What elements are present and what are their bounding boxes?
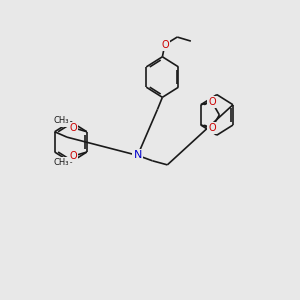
Text: O: O xyxy=(69,123,77,133)
Text: O: O xyxy=(208,97,216,107)
Text: CH₃: CH₃ xyxy=(53,158,69,167)
Text: O: O xyxy=(208,123,216,133)
Text: O: O xyxy=(69,151,77,161)
Text: CH₃: CH₃ xyxy=(53,116,69,125)
Text: N: N xyxy=(134,150,142,161)
Text: O: O xyxy=(161,40,169,50)
